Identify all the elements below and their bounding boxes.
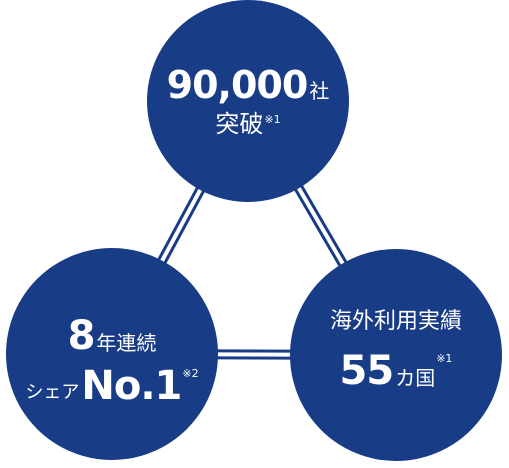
companies-footnote: ※1 [264,113,281,126]
overseas-label-line: 海外利用実績 [330,311,462,333]
overseas-countries-unit: カ国 [395,366,436,390]
overseas-label: 海外利用実績 [329,309,462,334]
share-years-number: 8 [67,313,96,359]
share-label: シェア [25,382,80,403]
share-years-line: 8 年連続 [68,316,157,356]
companies-number: 90,000 [166,63,309,107]
share-footnote: ※2 [182,367,199,380]
share-rank: No.1 [81,363,182,409]
circle-companies: 90,000 社 突破 ※1 [147,0,349,202]
companies-unit: 社 [309,79,330,103]
share-rank-line: シェア No.1 ※2 [25,366,198,406]
companies-line: 90,000 社 [167,66,330,104]
circle-market-share: 8 年連続 シェア No.1 ※2 [6,248,218,460]
overseas-countries-line: 55 カ国 ※1 [340,351,453,391]
overseas-countries-number: 55 [339,348,395,394]
share-years-suffix: 年連続 [96,331,157,355]
companies-line2: 突破 ※1 [215,112,280,136]
companies-breakthrough-label: 突破 [215,110,264,138]
overseas-footnote: ※1 [436,352,453,365]
circle-overseas: 海外利用実績 55 カ国 ※1 [290,249,502,461]
